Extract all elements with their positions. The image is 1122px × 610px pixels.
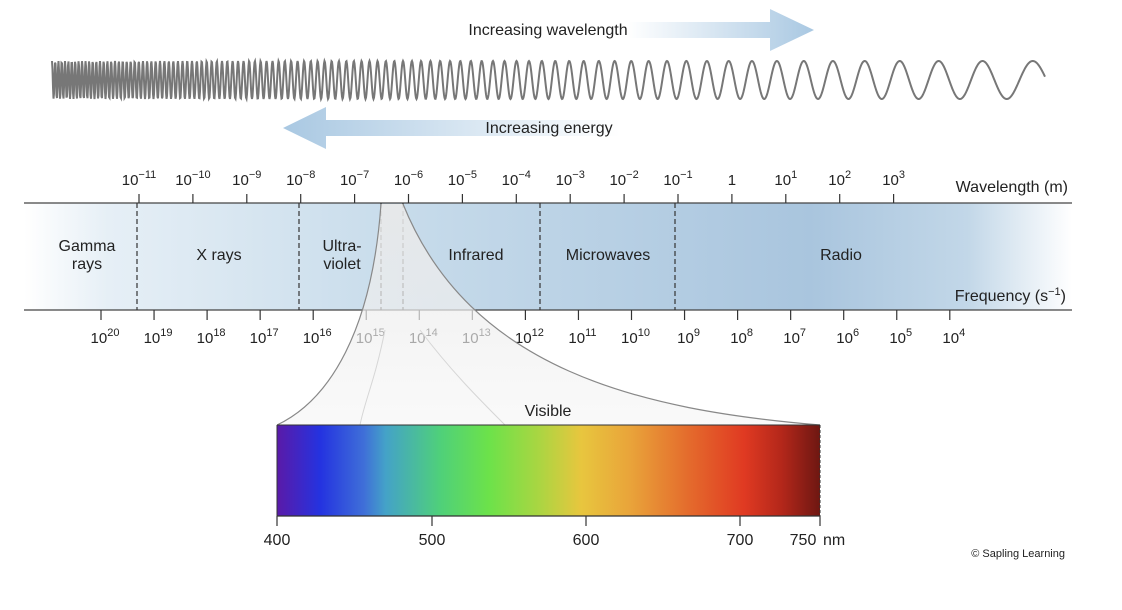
frequency-tick-label: 1011 — [568, 327, 596, 347]
spectrum-band — [24, 203, 1072, 310]
region-label: Radio — [820, 247, 862, 264]
fan-inner-line — [359, 329, 386, 426]
fan-right-edge — [402, 203, 821, 426]
frequency-tick-label: 1012 — [515, 327, 544, 347]
frequency-tick-label: 1016 — [303, 327, 332, 347]
wavelength-tick-label: 10−11 — [122, 169, 157, 189]
region-label: Microwaves — [566, 247, 650, 264]
wavelength-tick-label: 103 — [882, 169, 905, 189]
wavelength-tick-label: 10−5 — [448, 169, 477, 189]
visible-fan — [277, 204, 820, 425]
energy-arrow-label: Increasing energy — [485, 120, 612, 137]
frequency-tick-label: 1010 — [621, 327, 650, 347]
fan-left-edge — [276, 203, 382, 426]
wavelength-tick-label: 1 — [728, 172, 736, 189]
wavelength-arrow-label: Increasing wavelength — [468, 22, 627, 39]
wavelength-tick-label: 101 — [774, 169, 797, 189]
frequency-tick-label: 107 — [783, 327, 806, 347]
wavelength-tick-label: 10−1 — [663, 169, 692, 189]
region-label: Gamma — [59, 238, 116, 255]
frequency-tick-label: 1020 — [91, 327, 120, 347]
frequency-tick-label: 104 — [942, 327, 965, 347]
wavelength-tick-label: 10−3 — [556, 169, 585, 189]
visible-ticks: 400 500 600 700 750 nm — [264, 516, 845, 549]
visible-tick-label: 500 — [419, 532, 446, 549]
region-label: rays — [72, 256, 102, 273]
frequency-tick-label: 105 — [889, 327, 912, 347]
region-label: Infrared — [448, 247, 503, 264]
visible-spectrum-strip — [277, 425, 820, 516]
frequency-tick-label: 1018 — [197, 327, 226, 347]
frequency-tick-label: 106 — [836, 327, 859, 347]
wave-line — [51, 57, 1046, 103]
region-label: violet — [323, 256, 361, 273]
visible-unit-label: nm — [823, 532, 845, 549]
region-label: X rays — [196, 247, 241, 264]
wavelength-axis-title: Wavelength (m) — [956, 179, 1068, 196]
wavelength-tick-label: 10−4 — [502, 169, 531, 189]
visible-tick-label: 750 — [790, 532, 817, 549]
frequency-tick-label: 1017 — [250, 327, 279, 347]
visible-tick-label: 600 — [573, 532, 600, 549]
credit-text: © Sapling Learning — [971, 548, 1065, 560]
frequency-tick-label: 1019 — [144, 327, 173, 347]
fan-inner-line — [419, 329, 506, 426]
frequency-axis-title: Frequency (s−1) — [955, 286, 1066, 305]
frequency-ticks: 1020101910181017101610151014101310121011… — [91, 310, 965, 347]
wavelength-tick-label: 10−6 — [394, 169, 423, 189]
visible-tick-label: 700 — [727, 532, 754, 549]
wavelength-tick-label: 10−10 — [175, 169, 210, 189]
visible-tick-label: 400 — [264, 532, 291, 549]
wavelength-tick-label: 102 — [828, 169, 851, 189]
frequency-tick-label: 109 — [677, 327, 700, 347]
region-label: Ultra- — [322, 238, 361, 255]
wavelength-tick-label: 10−9 — [232, 169, 261, 189]
wavelength-tick-label: 10−7 — [340, 169, 369, 189]
frequency-tick-label: 108 — [730, 327, 753, 347]
wavelength-ticks: 10−11 10−10 10−9 10−8 10−7 10−6 10−5 10−4 10−3 10… — [122, 169, 905, 203]
wavelength-arrow — [628, 9, 814, 51]
wavelength-tick-label: 10−2 — [609, 169, 638, 189]
visible-label: Visible — [525, 403, 572, 420]
wavelength-tick-label: 10−8 — [286, 169, 315, 189]
energy-arrow — [283, 107, 620, 149]
